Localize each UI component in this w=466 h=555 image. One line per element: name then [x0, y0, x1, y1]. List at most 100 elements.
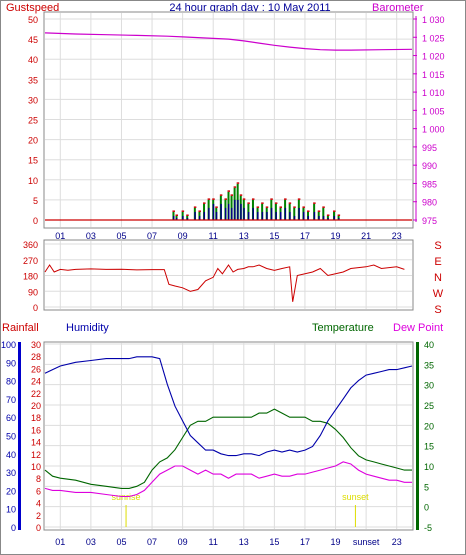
- wind-direction-line: [44, 264, 405, 302]
- gust-x-tick-label: 13: [239, 231, 249, 241]
- wind-bar: [322, 215, 325, 220]
- temperature-x-tick-label: 15: [269, 537, 279, 547]
- temperature-tick-label: 25: [424, 401, 434, 411]
- wind-bar: [243, 207, 245, 220]
- gust-tick-label: 20: [28, 136, 38, 146]
- gust-x-tick-label: 07: [147, 231, 157, 241]
- wind-bar: [266, 211, 268, 220]
- temperature-tick-label: 15: [424, 442, 434, 452]
- gust-peak-mark: [193, 206, 197, 208]
- temperature-axis: 40 35 30 25 20 15 10 5 0 -5: [424, 340, 434, 533]
- rainfall-tick-label: 14: [31, 438, 41, 448]
- gust-bar: [337, 215, 340, 220]
- humidity-tick-label: 70: [6, 395, 16, 405]
- temperature-x-tick-label: 23: [392, 537, 402, 547]
- wind-bar: [275, 211, 277, 220]
- temperature-x-tick-label: 03: [86, 537, 96, 547]
- compass-letter: N: [434, 272, 442, 284]
- wind-bar: [298, 207, 300, 220]
- temperature-x-tick-label: 19: [331, 537, 341, 547]
- wind-bar: [338, 217, 340, 220]
- gust-tick-label: 30: [28, 95, 38, 105]
- gust-peak-mark: [313, 202, 316, 204]
- gust-bar: [322, 207, 325, 220]
- compass-letter: S: [434, 304, 441, 316]
- barometer-header-label: Barometer: [372, 2, 424, 14]
- temperature-tick-label: 20: [424, 421, 434, 431]
- temperature-x-tick-label: 01: [55, 537, 65, 547]
- rainfall-tick-label: 28: [31, 352, 41, 362]
- wind-bar: [302, 211, 305, 220]
- rainfall-tick-label: 30: [31, 340, 41, 350]
- wind-bar: [289, 211, 291, 220]
- barometer-tick-label: 995: [422, 143, 437, 153]
- compass-letter: S: [434, 240, 441, 252]
- direction-tick-label: 360: [23, 240, 38, 250]
- wind-bar: [212, 203, 215, 220]
- gust-bars: [172, 182, 341, 220]
- rainfall-tick-label: 8: [36, 474, 41, 484]
- rainfall-tick-label: 26: [31, 364, 41, 374]
- gust-peak-mark: [230, 194, 234, 196]
- gust-peak-mark: [181, 210, 185, 212]
- temperature-axis-bar: [416, 342, 419, 530]
- wind-bar: [194, 211, 196, 220]
- gust-x-tick-label: 17: [300, 231, 310, 241]
- wind-bar: [257, 211, 259, 220]
- direction-tick-label: 180: [23, 272, 38, 282]
- gust-peak-mark: [227, 190, 230, 192]
- rainfall-tick-label: 24: [31, 377, 41, 387]
- gust-peak-mark: [198, 210, 201, 212]
- barometer-line: [44, 32, 413, 51]
- wind-bar: [224, 207, 227, 220]
- temperature-tick-label: 5: [424, 482, 429, 492]
- gust-tick-label: 15: [28, 156, 38, 166]
- gust-x-tick-label: 21: [361, 231, 371, 241]
- wind-bar: [333, 215, 336, 220]
- sunset-label: sunset: [342, 492, 369, 502]
- humidity-tick-label: 0: [11, 523, 16, 533]
- humidity-tick-label: 30: [6, 468, 16, 478]
- temperature-tick-label: 0: [424, 503, 429, 513]
- gust-peak-mark: [175, 214, 179, 216]
- gust-peak-mark: [307, 210, 310, 212]
- barometer-tick-label: 975: [422, 216, 437, 226]
- barometer-tick-label: 1 015: [422, 70, 445, 80]
- dewpoint-label: Dew Point: [393, 322, 443, 334]
- gust-tick-label: 5: [33, 196, 38, 206]
- gust-peak-mark: [279, 206, 282, 208]
- gust-x-tick-label: 11: [209, 231, 218, 241]
- temperature-plot-frame: [43, 341, 414, 531]
- gust-tick-label: 25: [28, 116, 38, 126]
- wind-bar: [228, 203, 230, 220]
- rainfall-tick-label: 16: [31, 425, 41, 435]
- gust-x-tick-label: 15: [269, 231, 279, 241]
- wind-bar: [203, 211, 206, 220]
- gust-x-tick-label: 01: [55, 231, 65, 241]
- gust-peak-mark: [337, 214, 341, 216]
- gust-barometer-grid: [45, 13, 412, 227]
- temperature-x-tick-label: 05: [116, 537, 126, 547]
- wind-bar: [270, 207, 273, 220]
- rainfall-tick-label: 22: [31, 389, 41, 399]
- rainfall-tick-label: 0: [36, 523, 41, 533]
- gust-peak-mark: [247, 202, 250, 204]
- gust-peak-mark: [322, 206, 325, 208]
- temperature-line: [44, 408, 412, 489]
- temperature-tick-label: 35: [424, 360, 434, 370]
- rainfall-tick-label: 6: [36, 486, 41, 496]
- wind-bar: [327, 217, 329, 220]
- humidity-tick-label: 10: [6, 505, 16, 515]
- temperature-grid: [45, 343, 412, 529]
- barometer-tick-label: 1 020: [422, 52, 445, 62]
- wind-bar: [234, 199, 236, 220]
- temperature-x-tick-label: 17: [300, 537, 310, 547]
- gust-bar: [247, 203, 250, 220]
- barometer-tick-label: 1 005: [422, 106, 445, 116]
- gust-bar: [326, 215, 329, 220]
- gust-peak-mark: [172, 210, 175, 212]
